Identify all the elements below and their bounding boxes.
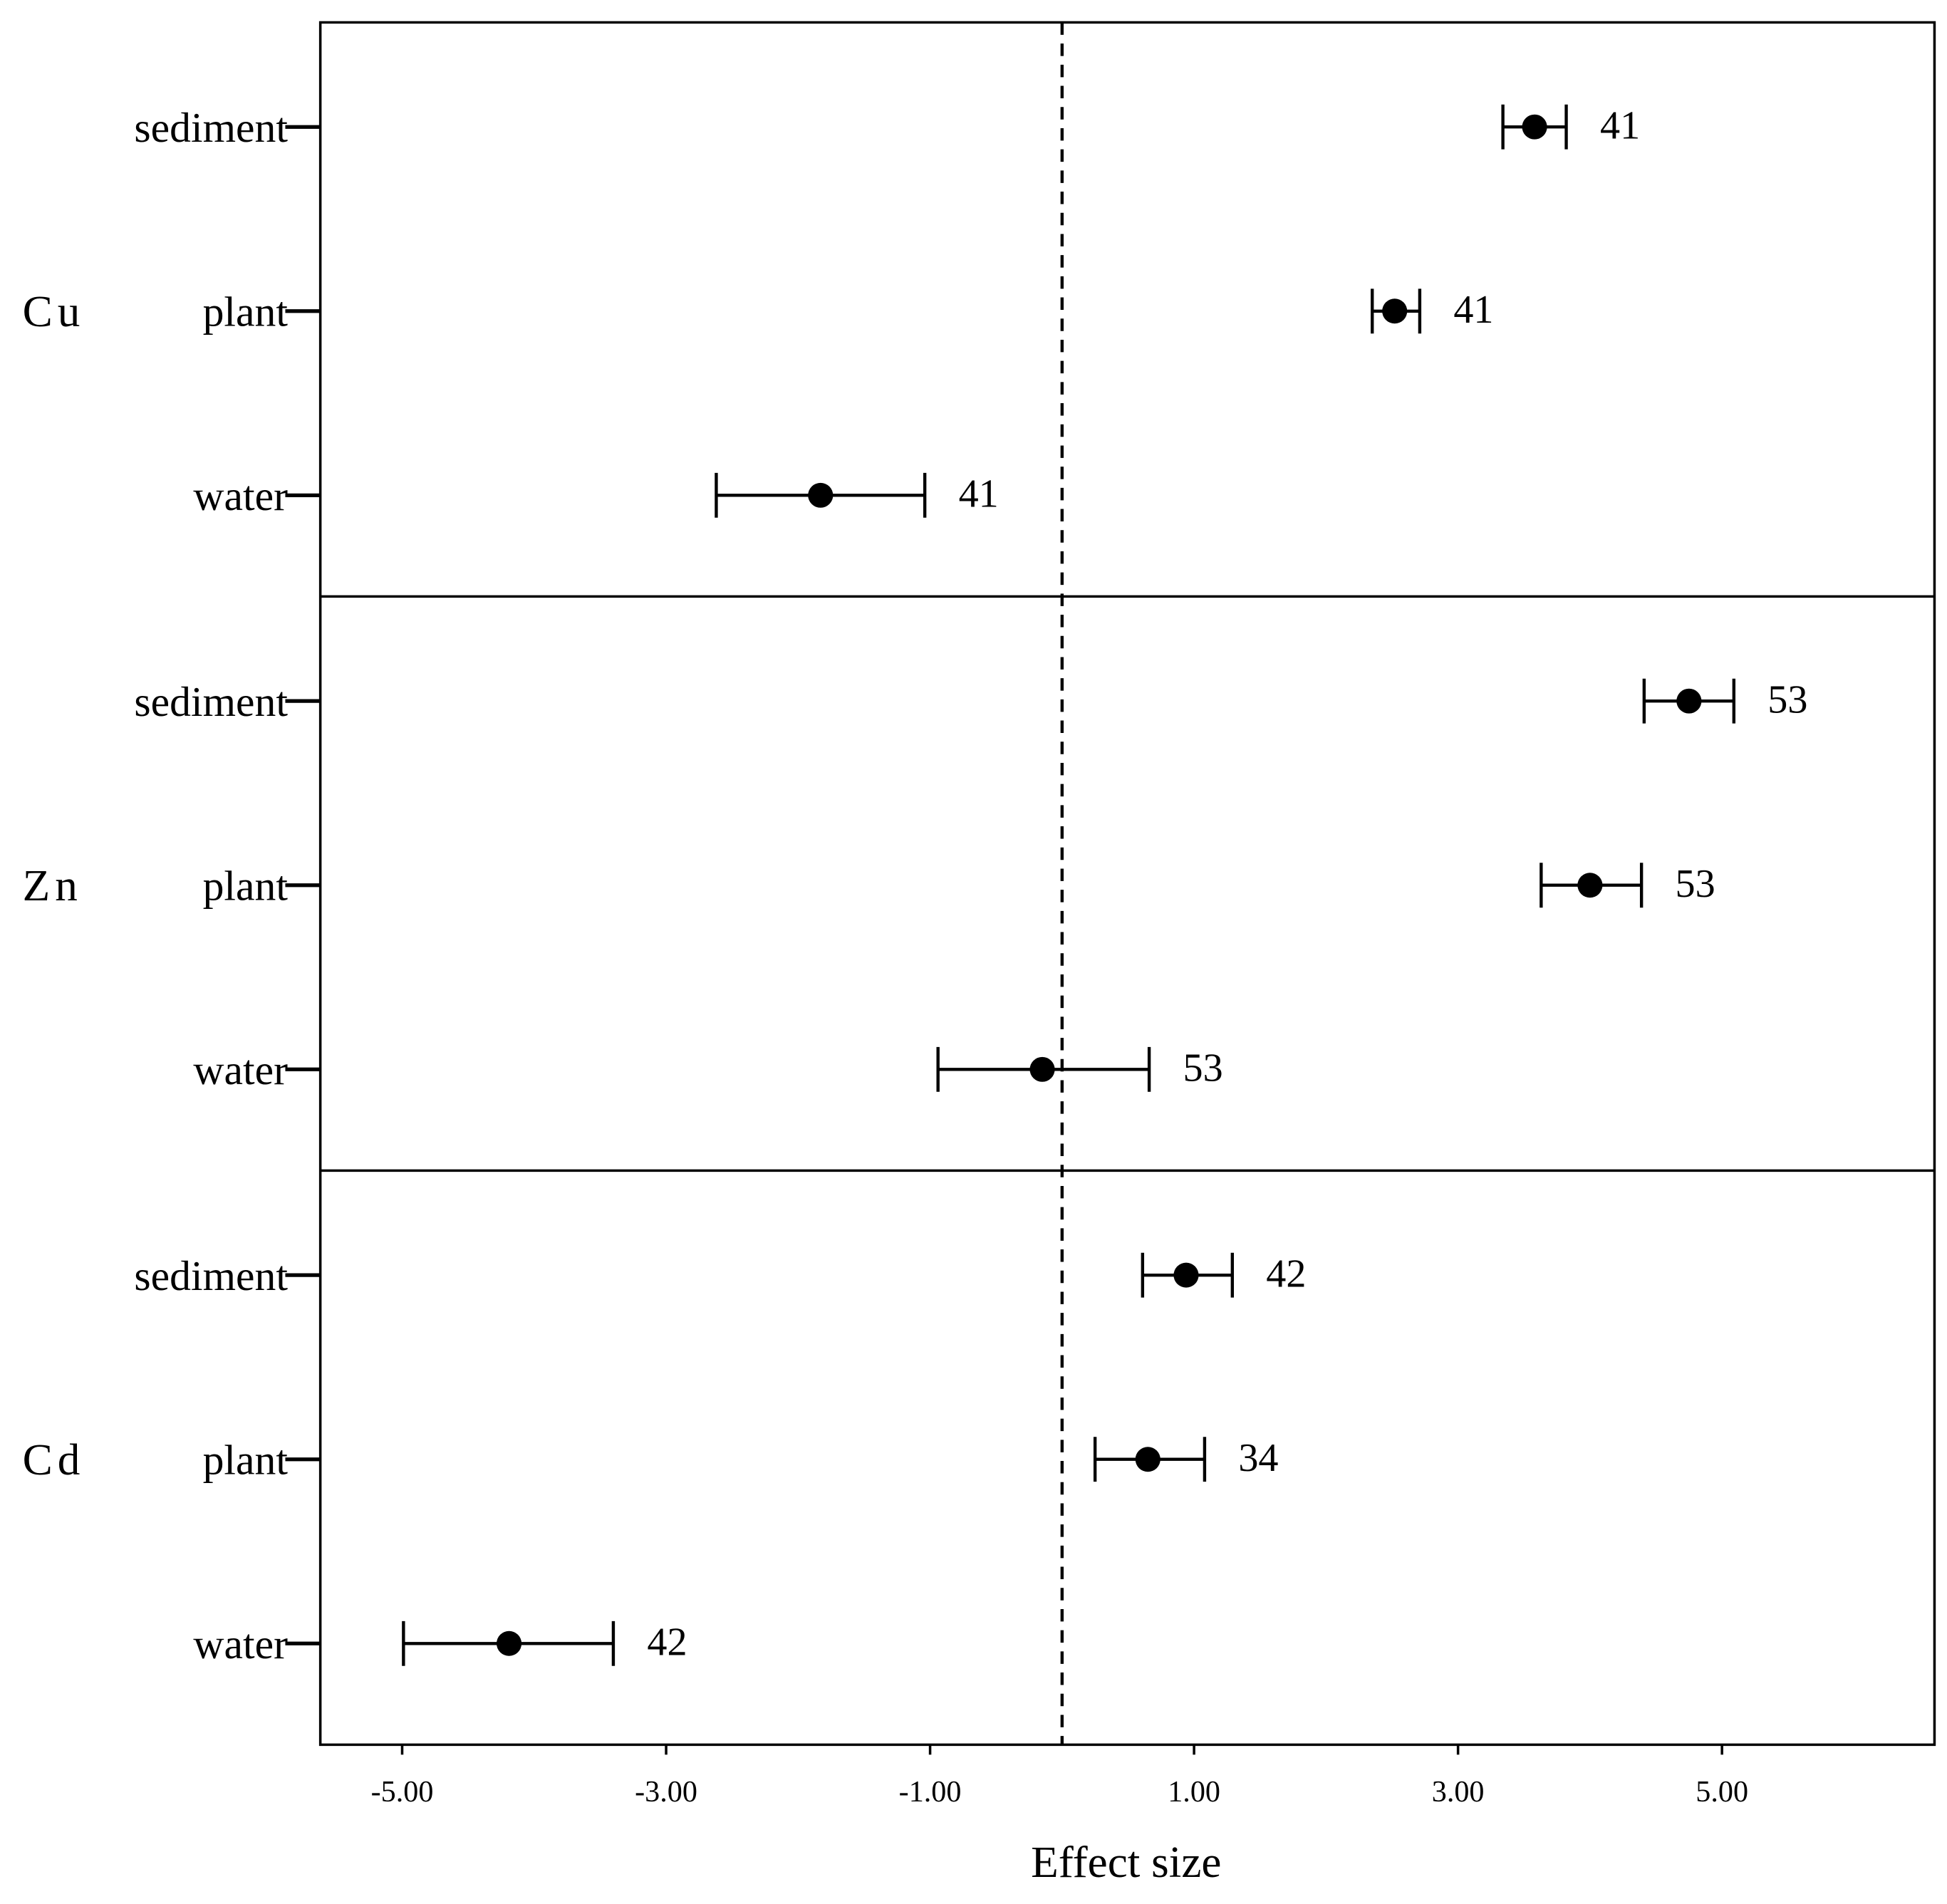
point <box>1577 873 1603 898</box>
n-label: 53 <box>1183 1046 1223 1091</box>
n-label: 53 <box>1767 678 1807 722</box>
point <box>1029 1056 1055 1082</box>
n-label: 53 <box>1676 862 1715 906</box>
group-label: Zn <box>23 860 83 910</box>
point <box>808 482 834 508</box>
category-label: water <box>193 1621 288 1668</box>
x-tick-label: -1.00 <box>899 1776 962 1809</box>
point <box>1173 1262 1199 1288</box>
n-label: 42 <box>647 1621 687 1665</box>
category-label: plant <box>203 288 289 335</box>
category-label: plant <box>203 1436 289 1483</box>
x-tick-label: -3.00 <box>635 1776 697 1809</box>
point <box>1522 114 1547 140</box>
x-tick-label: 1.00 <box>1168 1776 1220 1809</box>
point <box>1676 688 1702 714</box>
x-tick-label: -5.00 <box>371 1776 434 1809</box>
n-label: 34 <box>1238 1436 1278 1480</box>
group-label: Cu <box>23 286 85 336</box>
n-label: 41 <box>959 472 999 516</box>
category-label: sediment <box>134 678 288 725</box>
x-tick-label: 5.00 <box>1696 1776 1748 1809</box>
category-label: sediment <box>134 1252 288 1299</box>
x-axis-title: Effect size <box>1031 1837 1221 1887</box>
category-label: water <box>193 472 288 519</box>
group-label: Cd <box>23 1435 85 1484</box>
n-label: 41 <box>1600 104 1640 148</box>
point <box>1382 298 1408 324</box>
n-label: 41 <box>1453 288 1493 332</box>
point <box>497 1630 522 1656</box>
category-label: sediment <box>134 104 288 151</box>
n-label: 42 <box>1266 1252 1306 1296</box>
x-tick-label: 3.00 <box>1432 1776 1485 1809</box>
category-label: plant <box>203 863 289 910</box>
point <box>1135 1447 1161 1472</box>
category-label: water <box>193 1046 288 1093</box>
